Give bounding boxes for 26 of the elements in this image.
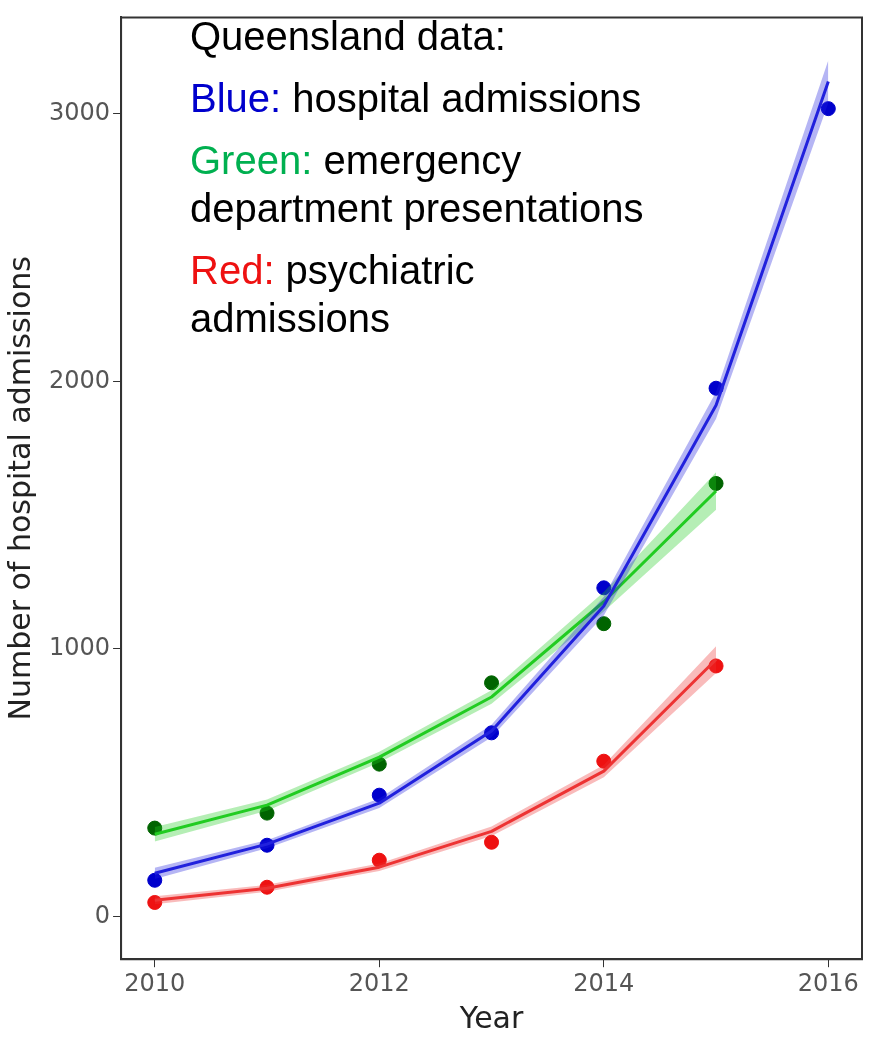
annotation: Queensland data: <box>190 13 507 60</box>
annotation: Blue: hospital admissions <box>190 75 643 122</box>
point <box>596 580 612 596</box>
point <box>596 616 612 632</box>
x-tick-label: 2016 <box>797 968 859 997</box>
point <box>708 475 724 491</box>
x-tick-label: 2012 <box>348 968 410 997</box>
x-axis-title: Year <box>458 999 524 1035</box>
y-tick-label: 0 <box>94 900 111 929</box>
point <box>147 872 163 888</box>
y-tick-label: 1000 <box>49 633 111 662</box>
point <box>820 101 836 117</box>
y-tick-label: 3000 <box>49 97 111 126</box>
point <box>371 787 387 803</box>
point <box>484 675 500 691</box>
point <box>484 834 500 850</box>
x-tick-label: 2010 <box>124 968 186 997</box>
point <box>371 852 387 868</box>
y-tick-label: 2000 <box>49 365 111 394</box>
x-tick-label: 2014 <box>573 968 635 997</box>
annotation: Green: emergency department presentations <box>190 137 645 232</box>
point <box>259 805 275 821</box>
y-axis-title: Number of hospital admissions <box>1 256 37 721</box>
point <box>147 820 163 836</box>
annotation: Red: psychiatric admissions <box>190 247 476 342</box>
point <box>596 753 612 769</box>
